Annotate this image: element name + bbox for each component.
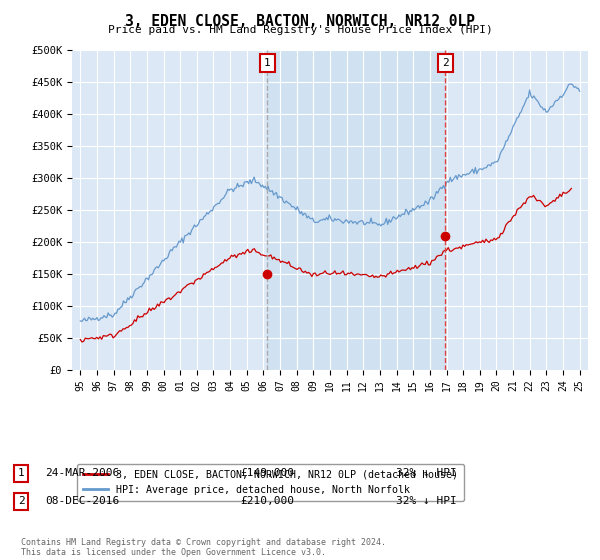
- Text: 24-MAR-2006: 24-MAR-2006: [45, 468, 119, 478]
- Text: 1: 1: [17, 468, 25, 478]
- Text: 3, EDEN CLOSE, BACTON, NORWICH, NR12 0LP: 3, EDEN CLOSE, BACTON, NORWICH, NR12 0LP: [125, 14, 475, 29]
- Text: £149,000: £149,000: [240, 468, 294, 478]
- Text: 2: 2: [17, 496, 25, 506]
- Text: £210,000: £210,000: [240, 496, 294, 506]
- Text: 2: 2: [442, 58, 449, 68]
- Bar: [267, 50, 445, 370]
- Text: 08-DEC-2016: 08-DEC-2016: [45, 496, 119, 506]
- Legend: 3, EDEN CLOSE, BACTON, NORWICH, NR12 0LP (detached house), HPI: Average price, d: 3, EDEN CLOSE, BACTON, NORWICH, NR12 0LP…: [77, 464, 464, 501]
- Text: Price paid vs. HM Land Registry's House Price Index (HPI): Price paid vs. HM Land Registry's House …: [107, 25, 493, 35]
- Text: 1: 1: [264, 58, 271, 68]
- Text: Contains HM Land Registry data © Crown copyright and database right 2024.
This d: Contains HM Land Registry data © Crown c…: [21, 538, 386, 557]
- Text: 32% ↓ HPI: 32% ↓ HPI: [396, 468, 457, 478]
- Text: 32% ↓ HPI: 32% ↓ HPI: [396, 496, 457, 506]
